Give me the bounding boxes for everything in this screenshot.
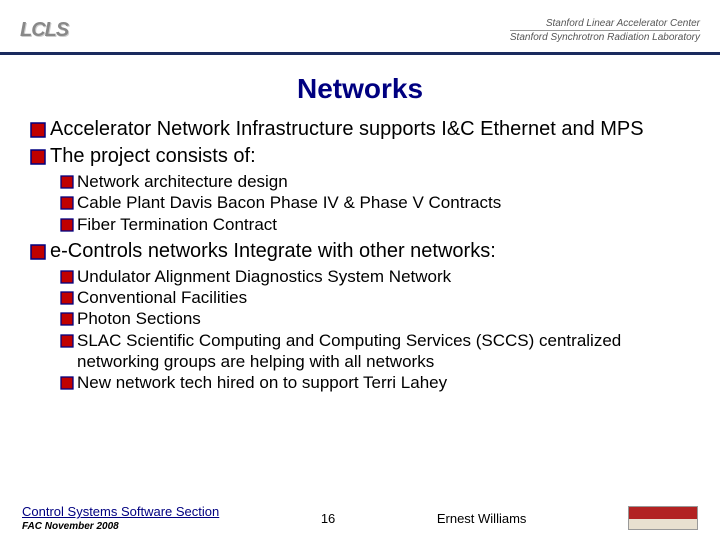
square-bullet-icon (60, 196, 74, 210)
bullet-text: Network architecture design (77, 171, 288, 192)
bullet-l2: SLAC Scientific Computing and Computing … (60, 330, 690, 373)
bullet-text: SLAC Scientific Computing and Computing … (77, 330, 690, 373)
bullet-l2: Undulator Alignment Diagnostics System N… (60, 266, 690, 287)
square-bullet-icon (60, 334, 74, 348)
bullet-text: Fiber Termination Contract (77, 214, 277, 235)
org-line-1: Stanford Linear Accelerator Center (510, 18, 700, 31)
footer-section: Control Systems Software Section (22, 504, 219, 519)
bullet-text: Cable Plant Davis Bacon Phase IV & Phase… (77, 192, 501, 213)
bullet-l2: Photon Sections (60, 308, 690, 329)
bullet-text: Undulator Alignment Diagnostics System N… (77, 266, 451, 287)
footer-date: FAC November 2008 (22, 521, 219, 532)
lcls-logo: LCLS (20, 19, 68, 42)
bullet-l1: The project consists of: (30, 144, 690, 169)
square-bullet-icon (60, 270, 74, 284)
header-right: Stanford Linear Accelerator Center Stanf… (510, 18, 700, 43)
square-bullet-icon (60, 291, 74, 305)
bullet-text: Photon Sections (77, 308, 201, 329)
bullet-text: The project consists of: (50, 144, 256, 169)
bullet-l2: Conventional Facilities (60, 287, 690, 308)
bullet-text: Accelerator Network Infrastructure suppo… (50, 117, 644, 142)
bullet-l2: Cable Plant Davis Bacon Phase IV & Phase… (60, 192, 690, 213)
bullet-l2: Fiber Termination Contract (60, 214, 690, 235)
square-bullet-icon (30, 122, 46, 138)
page-title: Networks (0, 73, 720, 105)
content: Accelerator Network Infrastructure suppo… (0, 117, 720, 393)
square-bullet-icon (60, 312, 74, 326)
bullet-l1: e-Controls networks Integrate with other… (30, 239, 690, 264)
bullet-l2: New network tech hired on to support Ter… (60, 372, 690, 393)
org-line-2: Stanford Synchrotron Radiation Laborator… (510, 32, 700, 43)
footer-author: Ernest Williams (437, 511, 527, 526)
bullet-l2: Network architecture design (60, 171, 690, 192)
bullet-text: Conventional Facilities (77, 287, 247, 308)
square-bullet-icon (60, 376, 74, 390)
header: LCLS Stanford Linear Accelerator Center … (0, 0, 720, 55)
square-bullet-icon (60, 175, 74, 189)
square-bullet-icon (30, 244, 46, 260)
header-left: LCLS (20, 19, 68, 42)
bullet-text: New network tech hired on to support Ter… (77, 372, 447, 393)
footer-left: Control Systems Software Section FAC Nov… (22, 504, 219, 532)
square-bullet-icon (30, 149, 46, 165)
bullet-text: e-Controls networks Integrate with other… (50, 239, 496, 264)
page-number: 16 (321, 511, 335, 526)
bullet-l1: Accelerator Network Infrastructure suppo… (30, 117, 690, 142)
footer: Control Systems Software Section FAC Nov… (0, 504, 720, 532)
slac-logo-icon (628, 506, 698, 530)
square-bullet-icon (60, 218, 74, 232)
